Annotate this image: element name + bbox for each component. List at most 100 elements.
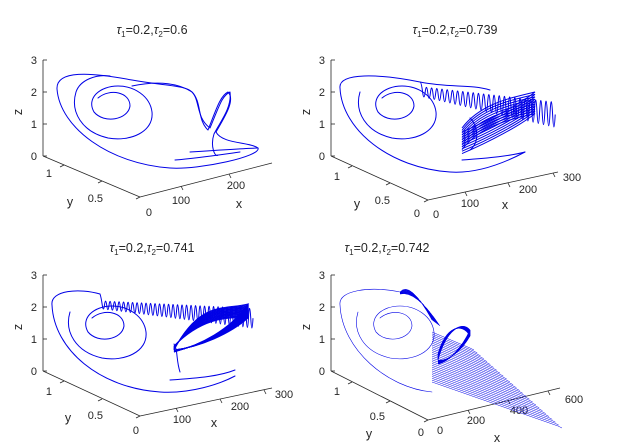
fan-ray (431, 374, 550, 417)
subplot-3-trajectory-envelope (51, 290, 236, 393)
z-tick-label: 3 (319, 270, 325, 282)
subplot-4-trajectory (339, 289, 435, 393)
x-tick-label: 0 (437, 425, 443, 437)
subplot-3-trajectory (51, 290, 236, 393)
z-tick-label: 1 (319, 334, 325, 346)
subplot-2-trajectory (339, 75, 526, 173)
z-tick-label: 1 (31, 119, 37, 131)
x-tick-label: 300 (275, 389, 293, 401)
x-tick-mark (507, 182, 511, 188)
y-tick-mark (423, 199, 429, 203)
z-tick-label: 0 (319, 151, 325, 163)
subplot-4-trajectory-envelope (339, 289, 433, 393)
oscillation-loop (461, 98, 536, 140)
fan-ray (431, 341, 491, 365)
fan-loop (399, 291, 437, 324)
fan-loop (399, 289, 434, 321)
fan-ray (431, 348, 504, 377)
fan-loop (399, 291, 436, 323)
y-tick-label: 0.5 (88, 193, 103, 205)
fan-ray (431, 365, 533, 403)
z-tick-label: 3 (31, 55, 37, 67)
z-tick-label: 0 (31, 151, 37, 163)
x-tick-label: 200 (231, 401, 249, 413)
fan-ray (431, 350, 507, 380)
z-axis-label: z (11, 109, 25, 115)
z-axis-label: z (11, 324, 25, 330)
fan-ray (431, 366, 537, 406)
z-tick-label: 0 (319, 366, 325, 378)
x-tick-mark (547, 390, 551, 396)
y-tick-label: 1 (334, 386, 340, 398)
y-tick-mark (59, 164, 65, 168)
x-tick-label: 600 (565, 394, 583, 406)
fan-ray (431, 353, 514, 385)
y-tick-mark (385, 182, 391, 186)
y-tick-label: 0.5 (88, 410, 103, 422)
y-tick-label: 1 (46, 386, 52, 398)
z-tick-label: 2 (319, 87, 325, 99)
subplot-2-title: τ1=0.2,τ2=0.739 (412, 23, 497, 39)
fan-ray (431, 379, 559, 426)
x-tick-label: 200 (467, 415, 485, 427)
z-tick-label: 1 (31, 334, 37, 346)
subplot-1-x-axis: 100 200 x (139, 162, 273, 211)
y-tick-mark (135, 196, 141, 200)
fan-ray (431, 342, 494, 368)
x-axis-label: x (494, 431, 501, 445)
oscillation-loop (461, 93, 536, 135)
x-tick-mark (464, 191, 468, 197)
subplot-4-x-axis: 0 200 400 600 x (427, 387, 583, 445)
subplot-1: τ1=0.2,τ2=0.6 3 2 1 0 z 1 0.5 0 y (11, 23, 273, 219)
y-tick-label: 0 (418, 427, 424, 439)
fan-ray (431, 378, 556, 423)
fan-ray (431, 361, 527, 397)
oscillation-loop (461, 108, 536, 150)
subplot-3-z-axis: 3 2 1 0 z (11, 270, 47, 378)
x-axis-label: x (236, 197, 243, 211)
fan-ray (431, 357, 520, 391)
subplot-3-y-axis: 1 0.5 0 y (42, 370, 141, 437)
subplot-1-title: τ1=0.2,τ2=0.6 (116, 23, 187, 39)
subplot-2-trajectory-envelope (339, 75, 526, 173)
fan-loop (399, 291, 436, 323)
y-tick-mark (347, 381, 353, 385)
oscillation-trace (419, 81, 556, 128)
subplot-4-z-axis: 3 2 1 0 z (299, 270, 335, 378)
fan-loop (399, 289, 434, 322)
x-tick-mark (175, 407, 179, 413)
z-tick-label: 3 (319, 55, 325, 67)
x-axis-label: x (502, 198, 509, 212)
cone-loop (173, 317, 250, 351)
subplot-4: τ1=0.2,τ2=0.742 3 2 1 0 z 1 0.5 0 y (299, 241, 583, 445)
subplot-2-oscillation-band (419, 81, 556, 155)
subplot-3-title: τ1=0.2,τ2=0.741 (109, 241, 194, 257)
fan-loop (399, 289, 433, 321)
subplot-1-trajectory (56, 73, 259, 169)
subplot-4-title: τ1=0.2,τ2=0.742 (344, 241, 429, 257)
x-tick-mark (180, 185, 184, 191)
subplot-3-trajectory-inner-spiral (68, 305, 147, 360)
y-tick-mark (135, 415, 141, 419)
subplot-3: τ1=0.2,τ2=0.741 3 2 1 0 z 1 0.5 0 y (11, 241, 293, 437)
oscillation-loop (461, 113, 536, 155)
y-tick-label: 0 (133, 425, 139, 437)
x-tick-label: 100 (172, 195, 190, 207)
subplot-1-y-axis: 1 0.5 0 y (42, 155, 152, 219)
x-tick-label: 0 (433, 209, 439, 221)
y-tick-label: 1 (334, 171, 340, 183)
subplot-1-trajectory-lower (174, 147, 259, 161)
oscillation-loop (461, 105, 536, 147)
subplot-4-dense-core (437, 325, 471, 365)
y-tick-mark (97, 180, 103, 184)
z-tick-label: 2 (31, 87, 37, 99)
y-axis-label: y (366, 427, 373, 441)
oscillation-loop (461, 101, 536, 143)
fan-ray (431, 331, 475, 351)
oscillation-loop (461, 103, 536, 145)
fan-ray (431, 355, 517, 388)
oscillation-loop (461, 110, 536, 152)
x-tick-label: 200 (227, 180, 245, 192)
y-tick-mark (97, 398, 103, 402)
fan-loop (399, 290, 435, 322)
